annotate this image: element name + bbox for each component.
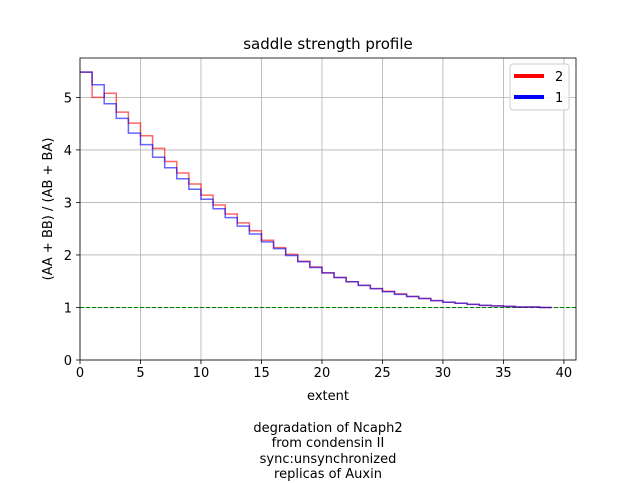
grid-lines [79,58,576,361]
x-tick-label: 25 [374,366,391,381]
x-tick-label: 10 [193,366,210,381]
axes-frame [79,57,577,361]
y-tick-label: 1 [64,301,72,316]
series-lines [80,71,552,309]
caption-line-2: from condensin II [271,436,385,451]
series-line-1 [80,71,552,309]
y-tick-label: 4 [64,144,72,159]
x-axis-label: extent [307,389,349,404]
y-tick-label: 2 [64,249,72,264]
chart-title: saddle strength profile [243,35,413,53]
x-tick-label: 40 [556,366,573,381]
x-tick-label: 35 [495,366,512,381]
series-line-2 [80,71,552,309]
x-tick-label: 30 [435,366,452,381]
x-tick-label: 15 [253,366,270,381]
caption-line-3: sync:unsynchronized [259,452,397,467]
caption-line-1: degradation of Ncaph2 [253,421,403,436]
y-tick-label: 5 [64,91,72,106]
legend: 21 [509,63,570,111]
y-tick-label: 0 [64,354,72,369]
x-tick-label: 0 [76,366,84,381]
x-tick-label: 5 [136,366,144,381]
axis-ticks: 0 5 10 15 20 25 30 35 40 0 1 2 3 4 5 [64,91,572,381]
x-tick-label: 20 [314,366,331,381]
y-tick-label: 3 [64,196,72,211]
y-axis-label: (AA + BB) / (AB + BA) [41,138,56,281]
plot-frame [79,57,577,361]
caption-line-4: replicas of Auxin [274,467,382,482]
legend-label: 2 [555,70,563,85]
legend-label: 1 [555,91,563,106]
